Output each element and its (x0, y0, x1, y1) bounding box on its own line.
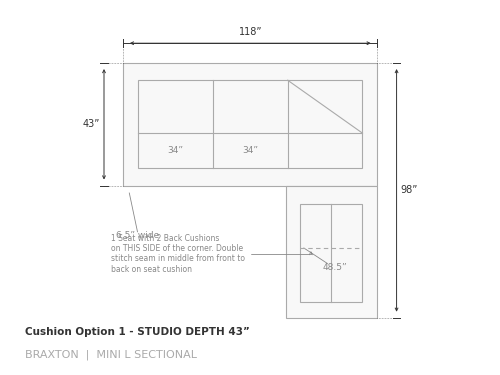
Text: Cushion Option 1 - STUDIO DEPTH 43”: Cushion Option 1 - STUDIO DEPTH 43” (25, 327, 250, 337)
Text: BRAXTON  |  MINI L SECTIONAL: BRAXTON | MINI L SECTIONAL (25, 349, 197, 360)
Bar (138, 80, 362, 168)
Text: 34”: 34” (168, 146, 184, 155)
Text: 43”: 43” (82, 119, 100, 129)
Text: 118”: 118” (238, 27, 262, 37)
Text: 98”: 98” (401, 185, 418, 195)
Bar (286, 186, 377, 318)
Bar (124, 63, 377, 186)
Text: 48.5”: 48.5” (322, 262, 347, 272)
Text: 1 Seat with 2 Back Cushions
on THIS SIDE of the corner. Double
stitch seam in mi: 1 Seat with 2 Back Cushions on THIS SIDE… (111, 234, 312, 274)
Text: 34”: 34” (242, 146, 258, 155)
Text: 6.5” wide: 6.5” wide (116, 231, 160, 240)
Bar (300, 204, 362, 302)
